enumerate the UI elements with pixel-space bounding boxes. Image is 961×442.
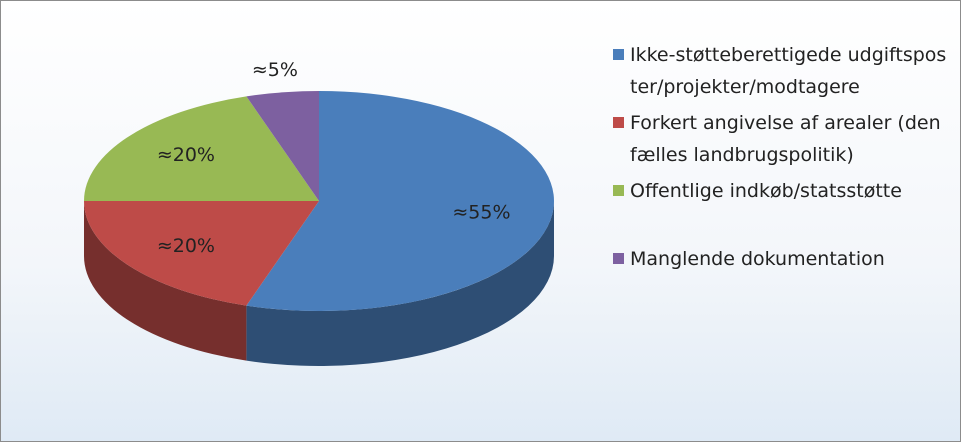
slice [84, 96, 319, 201]
legend-swatch [613, 185, 624, 196]
data-label: ≈20% [157, 144, 215, 166]
legend-swatch [613, 49, 624, 60]
legend-label: Ikke-støtteberettigede udgiftsposter/pro… [630, 44, 947, 98]
legend: Ikke-støtteberettigede udgiftsposter/pro… [613, 39, 953, 279]
legend-item: Manglende dokumentation [613, 243, 953, 275]
legend-item: Offentlige indkøb/statsstøtte [613, 175, 953, 207]
slice [246, 91, 554, 311]
legend-label: Forkert angivelse af arealer (den fælles… [630, 112, 941, 166]
legend-label: Offentlige indkøb/statsstøtte [630, 180, 902, 202]
legend-item: Forkert angivelse af arealer (den fælles… [613, 107, 953, 171]
legend-item: Ikke-støtteberettigede udgiftsposter/pro… [613, 39, 953, 103]
data-label: ≈20% [157, 235, 215, 257]
slice-side [246, 201, 554, 366]
legend-label: Manglende dokumentation [630, 248, 885, 270]
slice-side [84, 201, 247, 361]
data-label: ≈5% [252, 59, 298, 81]
slice [84, 201, 319, 306]
slice [246, 91, 319, 201]
legend-swatch [613, 253, 624, 264]
data-label: ≈55% [452, 202, 510, 224]
legend-swatch [613, 117, 624, 128]
